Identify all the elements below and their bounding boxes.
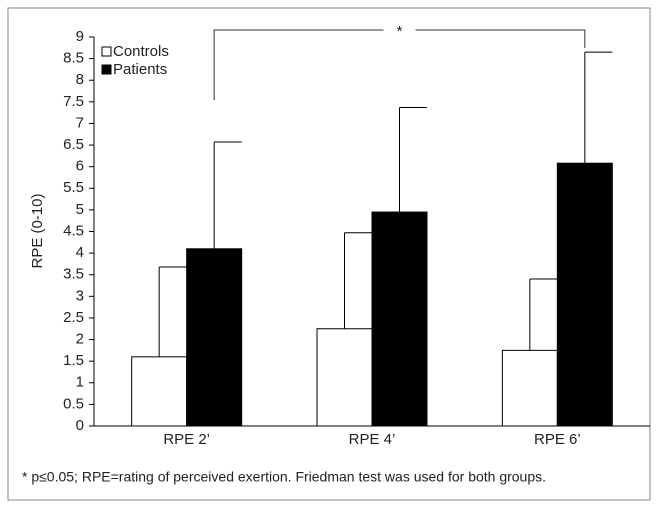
x-tick-label: RPE 2’ <box>163 431 210 448</box>
significance-label: * <box>397 23 403 40</box>
y-tick-label: 6.5 <box>63 136 84 153</box>
x-tick-label: RPE 4’ <box>349 431 396 448</box>
error-bar <box>158 266 187 357</box>
y-tick-label: 2 <box>76 331 84 348</box>
y-tick-label: 5 <box>76 201 84 218</box>
bar <box>186 248 243 427</box>
y-tick-label: 1 <box>76 374 84 391</box>
frame <box>7 7 651 501</box>
y-tick-label: 0 <box>76 417 84 434</box>
bar <box>131 356 188 427</box>
legend-swatch <box>101 64 112 75</box>
legend-label: Controls <box>113 43 169 60</box>
bar <box>556 162 613 427</box>
y-tick-label: 7 <box>76 114 84 131</box>
error-bar <box>213 141 242 249</box>
y-tick-label: 6 <box>76 158 84 175</box>
legend-label: Patients <box>113 61 167 78</box>
y-tick-label: 8 <box>76 71 84 88</box>
error-bar <box>399 106 427 213</box>
y-tick-label: 8.5 <box>63 50 84 67</box>
y-tick-label: 3 <box>76 287 84 304</box>
y-tick-label: 4 <box>76 244 84 261</box>
error-bar <box>529 278 558 351</box>
bar <box>371 211 428 427</box>
y-tick-label: 7.5 <box>63 93 84 110</box>
y-tick-label: 4.5 <box>63 222 84 239</box>
y-tick-label: 2.5 <box>63 309 84 326</box>
y-axis-label: RPE (0-10) <box>29 193 46 268</box>
error-bar <box>344 232 372 329</box>
significance-bracket <box>213 29 586 100</box>
y-tick-label: 1.5 <box>63 352 84 369</box>
footnote: * p≤0.05; RPE=rating of perceived exerti… <box>22 469 546 485</box>
y-tick-label: 0.5 <box>63 395 84 412</box>
y-tick-label: 5.5 <box>63 179 84 196</box>
bar <box>316 328 373 427</box>
legend-swatch <box>101 46 112 57</box>
error-bar <box>584 51 613 164</box>
bar <box>501 349 558 427</box>
y-tick-label: 3.5 <box>63 266 84 283</box>
y-tick-label: 9 <box>76 28 84 45</box>
x-tick-label: RPE 6’ <box>534 431 581 448</box>
